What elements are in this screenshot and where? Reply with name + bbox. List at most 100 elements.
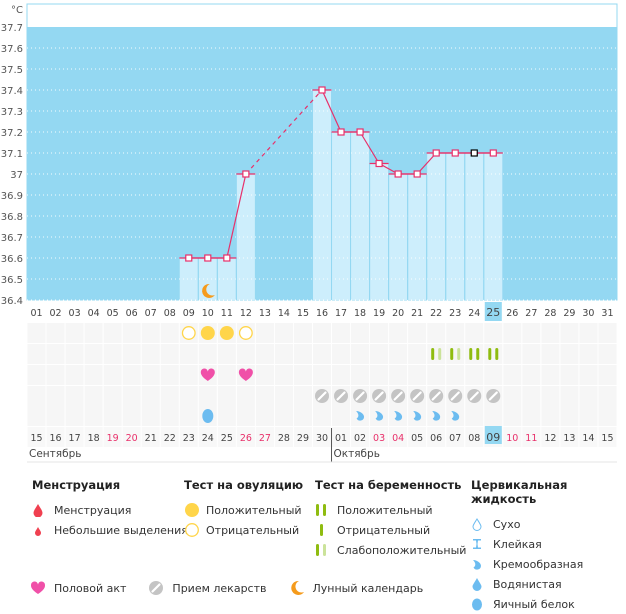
legend-label: Менструация [54, 503, 132, 517]
calendar-date-label: 23 [183, 433, 195, 444]
temperature-bar [484, 153, 503, 300]
grid-cell [179, 427, 198, 447]
legend-label: Кремообразная [493, 557, 584, 571]
grid-cell [198, 427, 217, 447]
grid-cell [274, 406, 293, 426]
temperature-point [432, 149, 440, 157]
grid-cell [160, 344, 179, 364]
grid-cell [332, 365, 351, 385]
dry-drop-icon [471, 517, 493, 531]
grid-cell [122, 386, 141, 406]
ovulation-positive-icon [184, 502, 206, 518]
grid-cell [46, 427, 65, 447]
cycle-day-label: 03 [69, 308, 81, 319]
grid-cell [27, 365, 46, 385]
grid-cell [484, 323, 503, 343]
grid-cell [312, 365, 332, 385]
pregnancy-test-line [476, 348, 480, 360]
current-day-highlight [484, 302, 502, 321]
legend-pregnancy: Тест на беременность Положительный Отриц… [315, 478, 466, 560]
grid-cell [65, 386, 84, 406]
y-tick-label: 36.6 [1, 254, 23, 265]
grid-cell [541, 386, 560, 406]
cycle-day-label: 28 [544, 308, 556, 319]
y-tick-label: 37.2 [1, 128, 23, 139]
legend-label: Положительный [206, 503, 302, 517]
cycle-day-label: 27 [525, 308, 537, 319]
grid-cell [579, 344, 598, 364]
grid-cell [522, 323, 541, 343]
temperature-bar [389, 174, 408, 300]
calendar-date-label: 14 [582, 433, 594, 444]
legend-item: Прием лекарств [148, 580, 267, 596]
grid-cell [427, 365, 446, 385]
calendar-date-label: 21 [145, 433, 157, 444]
cycle-day-label: 31 [601, 308, 613, 319]
cycle-day-label: 10 [202, 308, 214, 319]
grid-cell [27, 386, 46, 406]
cycle-day-label: 05 [107, 308, 119, 319]
grid-cell [160, 323, 179, 343]
y-tick-label: 37 [10, 170, 23, 181]
ovulation-positive-icon [200, 326, 215, 340]
grid-cell [46, 323, 65, 343]
grid-cell [351, 427, 370, 447]
temperature-bar [370, 163, 389, 300]
legend-label: Прием лекарств [172, 581, 267, 595]
legend-label: Яичный белок [493, 597, 575, 611]
calendar-date-label: 27 [259, 433, 271, 444]
calendar-date-label: 17 [69, 433, 81, 444]
grid-cell [46, 365, 65, 385]
calendar-date-label: 13 [563, 433, 575, 444]
grid-cell [217, 365, 236, 385]
cycle-day-label: 16 [316, 308, 328, 319]
grid-cell [46, 406, 65, 426]
cycle-day-label: 14 [278, 308, 290, 319]
legend-title: Тест на беременность [315, 478, 462, 492]
legend-label: Сухо [493, 517, 521, 531]
grid-cell [560, 406, 579, 426]
temperature-point [451, 149, 459, 157]
month-label: Сентябрь [29, 448, 81, 460]
grid-cell [332, 427, 351, 447]
grid-cell [84, 344, 103, 364]
temperature-bar [446, 153, 465, 300]
grid-cell [503, 406, 522, 426]
grid-cell [370, 365, 389, 385]
moon-icon [202, 283, 215, 298]
spotting-drop-icon [32, 523, 54, 537]
y-tick-label: 37.5 [1, 65, 23, 76]
temperature-line [226, 173, 247, 259]
grid-cell [351, 323, 370, 343]
calendar-date-label: 26 [240, 433, 252, 444]
grid-cell [541, 323, 560, 343]
temperature-point [489, 149, 497, 157]
grid-cell [84, 365, 103, 385]
cycle-day-label: 26 [506, 308, 518, 319]
creamy-icon [471, 557, 493, 571]
pregnancy-test-line [469, 348, 473, 360]
calendar-date-label: 12 [544, 433, 556, 444]
grid-cell [503, 386, 522, 406]
calendar-date-label: 06 [430, 433, 442, 444]
legend-label: Лунный календарь [312, 581, 424, 595]
calendar-date-label: 15 [601, 433, 613, 444]
cycle-day-label: 01 [30, 308, 42, 319]
grid-cell [541, 406, 560, 426]
temperature-point [337, 128, 345, 136]
calendar-date-label: 16 [50, 433, 62, 444]
grid-cell [560, 323, 579, 343]
grid-cell [408, 344, 427, 364]
grid-cell [389, 344, 408, 364]
grid-cell [217, 427, 236, 447]
calendar-date-label: 10 [506, 433, 518, 444]
grid-cell [46, 386, 65, 406]
grid-cell [598, 386, 617, 406]
grid-cell [503, 365, 522, 385]
menstruation-drop-icon [32, 503, 54, 517]
grid-cell [598, 427, 617, 447]
calendar-date-label: 07 [449, 433, 461, 444]
grid-cell [274, 386, 293, 406]
grid-cell [27, 344, 46, 364]
cycle-day-label: 12 [240, 308, 252, 319]
